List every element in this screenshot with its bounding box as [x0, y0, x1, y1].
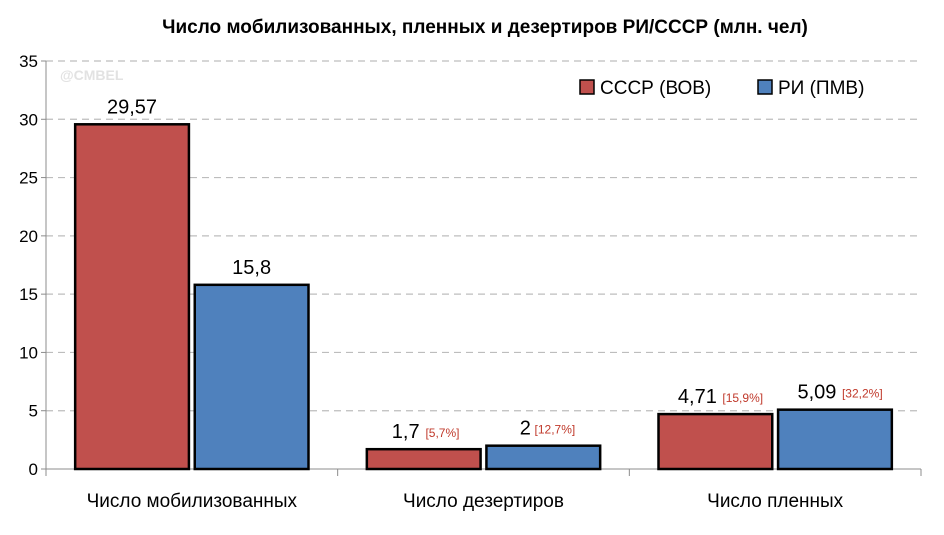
percent-label: [12,7%] [535, 423, 576, 437]
bar-ussr [365, 447, 482, 471]
value-label: 5,09 [797, 382, 836, 404]
bars [73, 123, 894, 471]
bar-ri [193, 283, 310, 471]
bar-ri [485, 444, 602, 471]
y-tick-label: 5 [29, 402, 38, 421]
watermark: @CMBEL [60, 67, 124, 83]
y-tick-label: 15 [19, 285, 38, 304]
y-tick-label: 10 [19, 343, 38, 362]
bar-ri [776, 408, 894, 471]
y-tick-label: 35 [19, 52, 38, 71]
y-tick-label: 30 [19, 110, 38, 129]
value-label: 1,7 [392, 421, 420, 443]
category-label: Число пленных [707, 491, 844, 512]
percent-label: [32,2%] [842, 387, 883, 401]
labels: Число мобилизованных 29,57 15,8 Число дезер… [87, 96, 883, 512]
legend-swatch [579, 79, 595, 95]
category-label: Число дезертиров [403, 491, 564, 512]
value-label: 4,71 [678, 386, 717, 408]
y-tick-label: 25 [19, 169, 38, 188]
legend-label: СССР (ВОВ) [600, 78, 711, 99]
category-label: Число мобилизованных [87, 491, 298, 512]
value-label: 15,8 [232, 257, 271, 279]
legend-swatch [757, 79, 773, 95]
bar-ussr [73, 123, 191, 471]
value-label: 29,57 [107, 96, 157, 118]
percent-label: [5,7%] [425, 426, 459, 440]
y-tick-label: 0 [29, 460, 38, 479]
legend: СССР (ВОВ) РИ (ПМВ) [579, 78, 864, 99]
legend-label: РИ (ПМВ) [778, 78, 864, 99]
chart-title: Число мобилизованных, пленных и дезертир… [162, 17, 808, 38]
y-tick-label: 20 [19, 227, 38, 246]
value-label: 2 [520, 418, 531, 440]
grid [46, 60, 921, 412]
percent-label: [15,9%] [722, 391, 763, 405]
axes: 0 5 10 15 20 25 30 35 [19, 52, 922, 479]
bar-ussr [657, 412, 774, 471]
